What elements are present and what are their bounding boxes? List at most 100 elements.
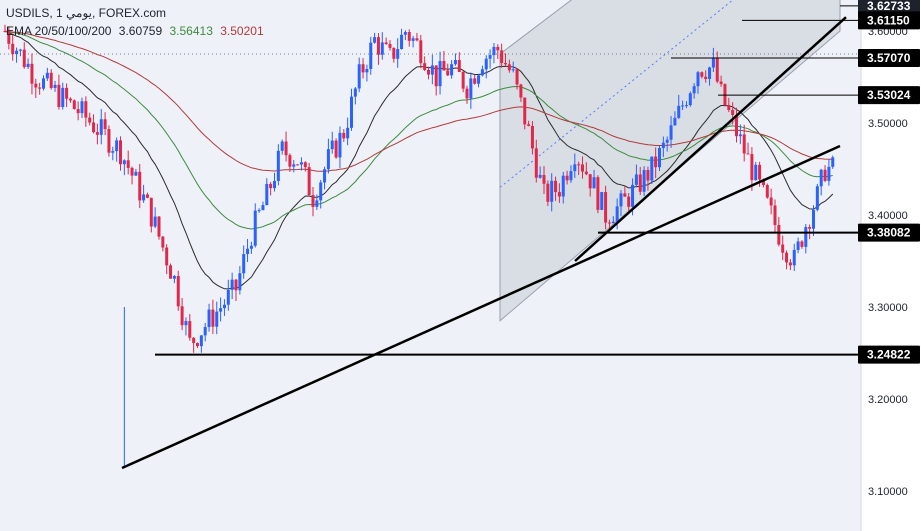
candle-body [800, 241, 804, 247]
candle-body [527, 124, 531, 126]
candle-body [654, 156, 658, 168]
candle-body [592, 177, 596, 189]
candle-body [357, 64, 361, 89]
price-level-label-bg [858, 11, 920, 30]
candle-body [65, 87, 69, 99]
candle-body [299, 162, 303, 165]
candle-body [546, 183, 550, 202]
candle-body [746, 153, 750, 155]
candle-body [677, 105, 681, 118]
trendline-long [121, 144, 841, 470]
candle-body [45, 72, 49, 79]
candle-body [376, 37, 380, 55]
candle-body [681, 105, 685, 107]
candle-body [180, 306, 184, 326]
ema-legend[interactable]: EMA 20/50/100/200 3.60759 3.56413 3.5020… [6, 24, 268, 38]
candle-body [188, 321, 192, 338]
candle-body [407, 32, 411, 41]
candle-body [577, 164, 581, 166]
candle-body [731, 110, 735, 116]
candle-body [819, 169, 823, 187]
candle-body [165, 247, 169, 266]
candle-body [84, 101, 88, 118]
candle-body [11, 43, 15, 55]
candle-body [465, 88, 469, 99]
candle-body [42, 78, 45, 89]
candle-body [342, 132, 346, 139]
candle-body [34, 83, 38, 88]
candle-body [219, 308, 223, 312]
candle-body [788, 262, 792, 266]
candle-body [711, 58, 715, 68]
candle-body [461, 71, 465, 89]
candle-body [234, 279, 238, 291]
candle-body [600, 192, 604, 210]
candle-body [334, 140, 338, 158]
price-level-label: 3.38082 [867, 226, 911, 240]
candle-body [823, 169, 827, 181]
candle-body [480, 69, 484, 76]
candle-body [538, 174, 542, 178]
candle-body [18, 49, 22, 51]
candle-body [95, 132, 99, 135]
candle-body [523, 97, 527, 125]
candle-body [400, 34, 404, 50]
price-level-label-bg [858, 86, 920, 105]
candle-body [222, 304, 226, 309]
candle-body [315, 200, 319, 207]
candle-body [631, 184, 635, 207]
price-level-label-bg [858, 48, 920, 67]
candle-body [623, 193, 627, 197]
candle-body [365, 68, 369, 73]
candle-body [742, 134, 746, 154]
candle-body [511, 69, 515, 71]
candle-body [469, 78, 473, 99]
candle-body [169, 265, 173, 279]
candle-body [607, 222, 611, 224]
candle-body [596, 177, 600, 210]
candle-body [446, 70, 450, 76]
y-tick-label: 3.10000 [868, 486, 908, 498]
candle-body [519, 84, 523, 98]
candle-body [72, 100, 76, 110]
price-levels [155, 5, 861, 356]
candle-body [111, 151, 115, 153]
price-level-label: 3.24822 [867, 348, 911, 362]
candle-body [49, 72, 53, 88]
candle-body [769, 197, 773, 206]
candle-body [430, 65, 434, 75]
candle-body [373, 37, 377, 43]
channel-area [499, 0, 841, 322]
candle-body [261, 205, 265, 211]
candle-body [7, 31, 11, 44]
candle-body [688, 93, 692, 106]
price-level-label-bg [858, 345, 920, 364]
candle-body [30, 63, 34, 84]
candle-body [273, 180, 276, 189]
symbol-title[interactable]: USDILS, يومي 1, FOREX.com [6, 6, 167, 20]
candle-body [238, 273, 242, 291]
candle-body [831, 157, 835, 167]
candle-body [627, 196, 631, 207]
candle-body [611, 221, 615, 224]
candle-body [107, 129, 111, 153]
candle-body [804, 227, 808, 247]
candle-body [346, 127, 350, 139]
ema20-line [4, 30, 834, 290]
ema-legend-label: EMA 20/50/100/200 [6, 24, 112, 38]
candle-body [57, 84, 61, 108]
candle-body [22, 49, 26, 68]
candle-body [669, 125, 673, 140]
candle-body [338, 132, 342, 158]
candle-body [257, 210, 261, 212]
price-axis[interactable] [861, 0, 921, 531]
y-tick-label: 3.30000 [868, 302, 908, 314]
candle-body [415, 38, 419, 41]
candle-body [738, 134, 742, 137]
candle-body [785, 252, 789, 263]
candle-body [199, 335, 203, 347]
candle-body [280, 141, 284, 151]
candle-body [438, 61, 442, 87]
candle-body [176, 275, 180, 307]
